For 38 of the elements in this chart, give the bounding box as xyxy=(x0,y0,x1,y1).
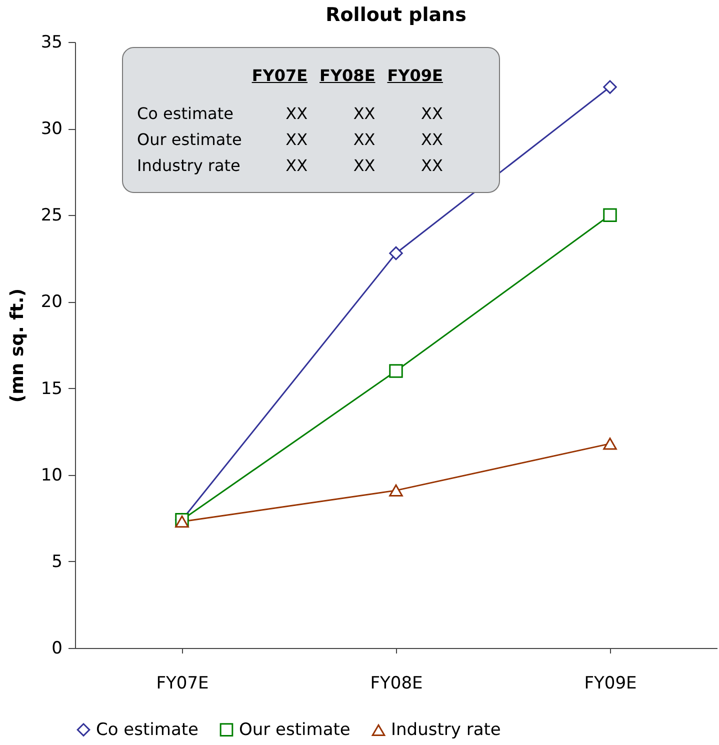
point xyxy=(175,516,189,528)
point xyxy=(389,484,403,496)
y-tick-label: 30 xyxy=(40,119,62,140)
legend-label: Co estimate xyxy=(96,720,198,740)
y-tick-label: 20 xyxy=(40,292,62,312)
annotation: XX xyxy=(352,128,376,150)
annotation: XX xyxy=(352,154,376,176)
y-axis-title: (mn sq. ft.) xyxy=(6,288,28,403)
annotation: Our estimate xyxy=(136,128,243,150)
annotation: XX xyxy=(420,154,444,176)
chart-title: Rollout plans xyxy=(326,4,466,26)
x-tick-label: FY08E xyxy=(370,674,423,694)
point xyxy=(603,80,617,94)
y-tick-label: 10 xyxy=(40,465,62,486)
annotation: Co estimate xyxy=(136,102,234,124)
y-tick-label: 5 xyxy=(52,552,62,572)
annotation: XX xyxy=(420,102,444,124)
y-tick-label: 15 xyxy=(40,378,62,399)
annotation: XX xyxy=(284,102,309,124)
point xyxy=(603,438,617,450)
annotation: XX xyxy=(284,154,309,176)
annotation: FY07E xyxy=(250,64,309,86)
annotation: XX xyxy=(420,128,444,150)
y-tick-label: 0 xyxy=(52,638,62,658)
y-tick-label: 35 xyxy=(40,32,62,52)
x-tick-label: FY07E xyxy=(156,674,209,694)
legend-label: Our estimate xyxy=(239,720,350,740)
annotation: FY09E xyxy=(386,64,444,86)
annotation: XX xyxy=(284,128,309,150)
x-tick-label: FY09E xyxy=(584,674,637,694)
y-tick-label: 25 xyxy=(40,206,62,226)
point xyxy=(389,246,403,260)
legend-label: Industry rate xyxy=(391,720,501,740)
point xyxy=(603,208,617,222)
annotation: XX xyxy=(352,102,376,124)
annotation: Industry rate xyxy=(136,154,242,176)
annotation: FY08E xyxy=(318,64,376,86)
point xyxy=(389,364,403,378)
